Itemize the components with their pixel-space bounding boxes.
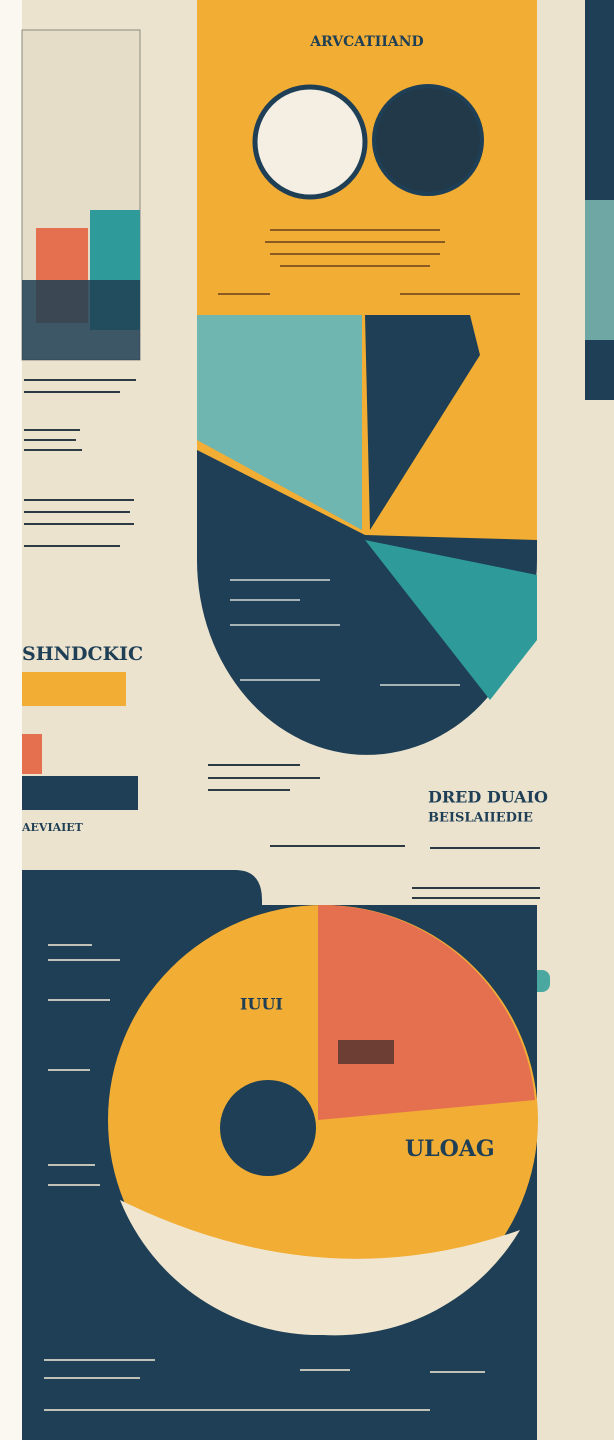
block — [22, 672, 126, 706]
pie-hole — [220, 1080, 316, 1176]
text-lines — [218, 229, 520, 295]
pie-rim — [120, 1200, 520, 1336]
text-lines — [230, 579, 460, 686]
pie-label: ULOAG — [405, 1136, 495, 1162]
left-sub: AEVIAIET — [21, 821, 84, 834]
pie-sub: IUUI — [240, 995, 283, 1014]
text-lines — [44, 944, 485, 1411]
block — [22, 280, 140, 360]
barcode — [338, 1040, 394, 1064]
edge-panel — [585, 200, 614, 340]
right-sub: BEISLAIIEDIE — [428, 811, 533, 826]
margin-strip — [0, 0, 22, 1440]
pie-wedge — [365, 315, 480, 530]
circle — [252, 84, 368, 200]
title: ARVCATIIAND — [309, 34, 423, 50]
right-heading: DRED DUAIO — [428, 788, 548, 807]
block — [22, 776, 138, 810]
text-lines — [24, 379, 136, 547]
pie-wedge — [197, 315, 362, 530]
pie-wedge — [365, 540, 537, 700]
block — [22, 734, 42, 774]
circle — [372, 84, 484, 196]
pie-wedge — [197, 450, 537, 755]
pie-wedge — [318, 904, 535, 1120]
left-heading: SHNDCKIC — [22, 643, 143, 665]
